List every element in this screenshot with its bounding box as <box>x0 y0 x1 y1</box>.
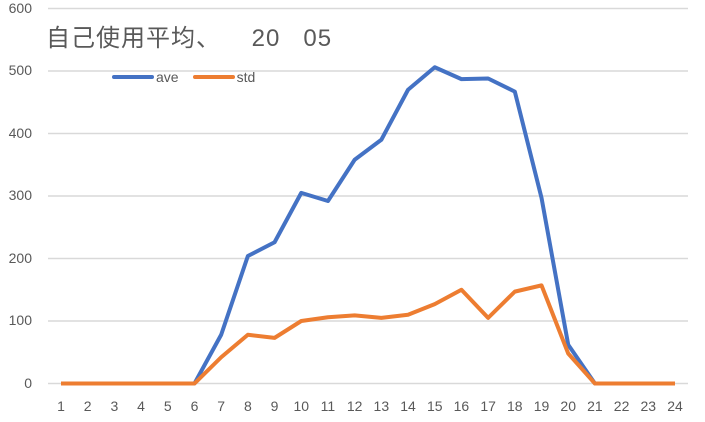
y-tick-label: 200 <box>8 249 32 266</box>
x-tick-label: 19 <box>533 398 550 414</box>
x-tick-label: 3 <box>110 398 119 414</box>
x-tick-label: 8 <box>243 398 252 414</box>
y-tick-label: 300 <box>8 187 32 203</box>
y-tick-label: 0 <box>24 374 32 391</box>
y-tick-label: 100 <box>8 312 32 328</box>
x-tick-label: 13 <box>373 398 390 414</box>
series-line-ave <box>61 65 675 386</box>
y-tick-label: 500 <box>8 62 32 78</box>
x-tick-label: 12 <box>346 398 363 414</box>
x-tick-label: 10 <box>293 398 310 414</box>
x-tick-label: 15 <box>426 398 443 414</box>
x-tick-label: 21 <box>587 398 603 414</box>
x-tick-label: 5 <box>163 398 172 414</box>
gridlines <box>48 7 688 385</box>
x-tick-label: 9 <box>270 398 279 414</box>
x-tick-label: 16 <box>453 398 470 414</box>
x-tick-label: 17 <box>480 398 496 414</box>
x-tick-label: 18 <box>507 398 523 414</box>
chart-title: 自己使用平均、 20 05 <box>46 25 333 52</box>
legend-item-std: std <box>192 69 256 85</box>
x-tick-label: 11 <box>320 398 336 414</box>
x-tick-label: 2 <box>83 398 92 414</box>
x-tick-label: 1 <box>57 398 65 414</box>
legend-swatch-std <box>192 75 235 79</box>
y-tick-label: 400 <box>8 124 32 141</box>
x-tick-label: 14 <box>400 398 416 414</box>
data-lines <box>61 65 675 386</box>
x-tick-label: 4 <box>137 398 145 414</box>
x-tick-label: 22 <box>613 398 630 414</box>
x-tick-label: 23 <box>640 398 657 414</box>
legend: ave std <box>112 69 269 85</box>
x-tick-label: 7 <box>217 398 226 414</box>
y-tick-label: 600 <box>8 0 32 16</box>
x-tick-label: 20 <box>560 398 576 414</box>
series-line-std <box>61 283 675 386</box>
legend-swatch-ave <box>112 75 154 79</box>
x-tick-label: 24 <box>667 398 683 414</box>
legend-item-ave: ave <box>112 69 179 85</box>
x-tick-label: 6 <box>190 398 199 414</box>
legend-label-ave: ave <box>156 69 179 85</box>
legend-label-std: std <box>236 69 256 85</box>
